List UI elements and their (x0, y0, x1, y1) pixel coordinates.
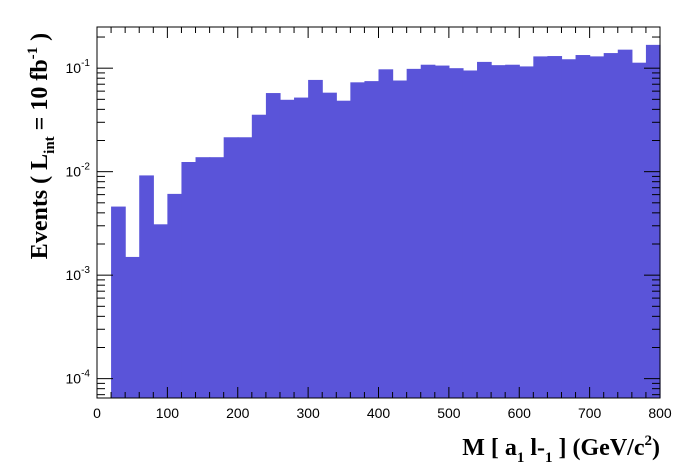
bars-group (111, 44, 661, 399)
histogram-bar (392, 80, 408, 399)
x-axis-title-p3: ] (GeV/c (553, 435, 645, 461)
histogram-bar (448, 68, 464, 398)
y-axis-title-sup: -1 (25, 47, 41, 60)
x-tick-label: 0 (93, 405, 101, 421)
histogram-bar (125, 256, 140, 398)
histogram-bar (561, 59, 577, 399)
x-axis-title: M [ a1 l-1 ] (GeV/c2) (462, 433, 660, 466)
histogram-bar (617, 49, 633, 398)
histogram-bar (237, 137, 253, 399)
x-tick-label: 300 (296, 405, 320, 421)
histogram-bar (251, 114, 267, 399)
histogram-bar (139, 175, 154, 398)
x-tick-labels: 0 100 200 300 400 500 600 700 800 (93, 405, 672, 421)
histogram-bar (505, 64, 520, 398)
y-tick-label: 10-1 (66, 58, 91, 76)
histogram-bar (575, 55, 591, 398)
y-axis-title-sub: int (42, 136, 58, 154)
x-tick-label: 100 (156, 405, 180, 421)
histogram-bar (406, 68, 422, 398)
x-tick-label: 500 (437, 405, 461, 421)
histogram-bar (631, 62, 647, 399)
x-axis-title-s1: 1 (517, 450, 525, 466)
x-tick-label: 200 (226, 405, 250, 421)
histogram-bar (462, 70, 478, 398)
histogram-bar (364, 81, 380, 398)
histogram-bar (350, 82, 366, 398)
x-tick-label: 700 (578, 405, 602, 421)
histogram-bar (378, 69, 394, 398)
histogram-bar (153, 224, 168, 398)
histogram-bar (477, 61, 492, 398)
histogram-bar (322, 92, 337, 399)
y-tick-label: 10-3 (66, 265, 91, 283)
histogram-bar (308, 79, 323, 399)
histogram-bar (491, 65, 506, 398)
histogram-bar (519, 66, 534, 398)
y-axis-title-main: Events ( L (27, 154, 53, 259)
y-tick-label: 10-2 (66, 162, 91, 180)
histogram-bar (209, 157, 225, 398)
histogram-bar (533, 56, 548, 398)
histogram-bar (181, 161, 197, 398)
axis-ticks (96, 27, 661, 398)
histogram-bar (294, 97, 309, 398)
x-tick-label: 600 (508, 405, 532, 421)
y-axis-title: Events ( Lint = 10 fb-1 ) (25, 33, 58, 259)
x-tick-label: 800 (648, 405, 672, 421)
histogram-bar (265, 93, 281, 399)
x-axis-title-s2: 1 (545, 450, 553, 466)
histogram-bar (223, 137, 239, 399)
x-tick-label: 400 (367, 405, 391, 421)
histogram-bar (420, 64, 436, 398)
x-axis-title-p2: l- (524, 435, 545, 461)
y-axis-title-mid: = 10 fb (27, 59, 53, 136)
histogram-bar (195, 157, 211, 398)
x-axis-title-p1: M [ a (462, 435, 517, 461)
x-axis-title-sup: 2 (645, 433, 653, 449)
histogram-bar (167, 193, 183, 398)
histogram-bar (336, 100, 351, 398)
histogram-bar (547, 56, 563, 398)
histogram-bar (589, 56, 605, 398)
histogram-bar (603, 53, 619, 398)
histogram-bar (645, 44, 661, 398)
histogram-bar (111, 206, 126, 398)
y-tick-labels: 10-4 10-3 10-2 10-1 (66, 58, 91, 386)
histogram-bar (434, 65, 450, 398)
y-axis-title-end: ) (27, 33, 53, 47)
histogram-bar (279, 99, 295, 399)
y-tick-label: 10-4 (66, 369, 91, 387)
x-axis-title-p4: ) (652, 435, 660, 461)
